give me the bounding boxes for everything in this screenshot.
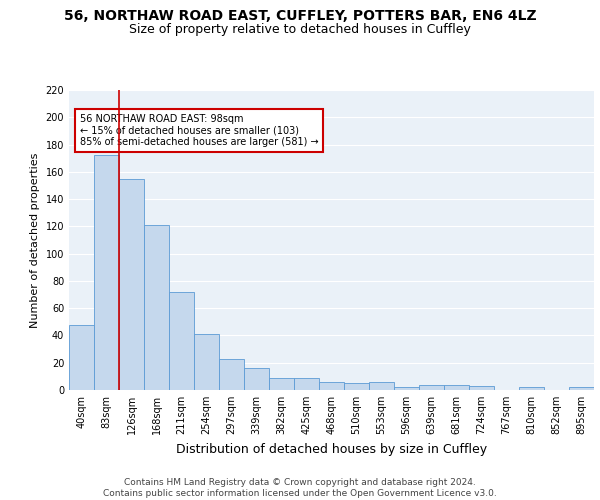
Bar bbox=[244, 368, 269, 390]
Bar bbox=[144, 225, 169, 390]
Text: Size of property relative to detached houses in Cuffley: Size of property relative to detached ho… bbox=[129, 22, 471, 36]
Bar bbox=[344, 383, 369, 390]
Text: Contains HM Land Registry data © Crown copyright and database right 2024.
Contai: Contains HM Land Registry data © Crown c… bbox=[103, 478, 497, 498]
Bar bbox=[219, 358, 244, 390]
Text: 56, NORTHAW ROAD EAST, CUFFLEY, POTTERS BAR, EN6 4LZ: 56, NORTHAW ROAD EAST, CUFFLEY, POTTERS … bbox=[64, 9, 536, 23]
Bar bbox=[69, 324, 94, 390]
Bar bbox=[269, 378, 294, 390]
Bar bbox=[94, 156, 119, 390]
Text: 56 NORTHAW ROAD EAST: 98sqm
← 15% of detached houses are smaller (103)
85% of se: 56 NORTHAW ROAD EAST: 98sqm ← 15% of det… bbox=[79, 114, 318, 147]
Bar bbox=[294, 378, 319, 390]
Bar bbox=[394, 388, 419, 390]
X-axis label: Distribution of detached houses by size in Cuffley: Distribution of detached houses by size … bbox=[176, 442, 487, 456]
Bar bbox=[469, 386, 494, 390]
Bar bbox=[519, 388, 544, 390]
Bar bbox=[194, 334, 219, 390]
Bar bbox=[419, 384, 444, 390]
Bar bbox=[319, 382, 344, 390]
Y-axis label: Number of detached properties: Number of detached properties bbox=[30, 152, 40, 328]
Bar bbox=[569, 388, 594, 390]
Bar bbox=[444, 384, 469, 390]
Bar bbox=[169, 292, 194, 390]
Bar bbox=[369, 382, 394, 390]
Bar bbox=[119, 178, 144, 390]
